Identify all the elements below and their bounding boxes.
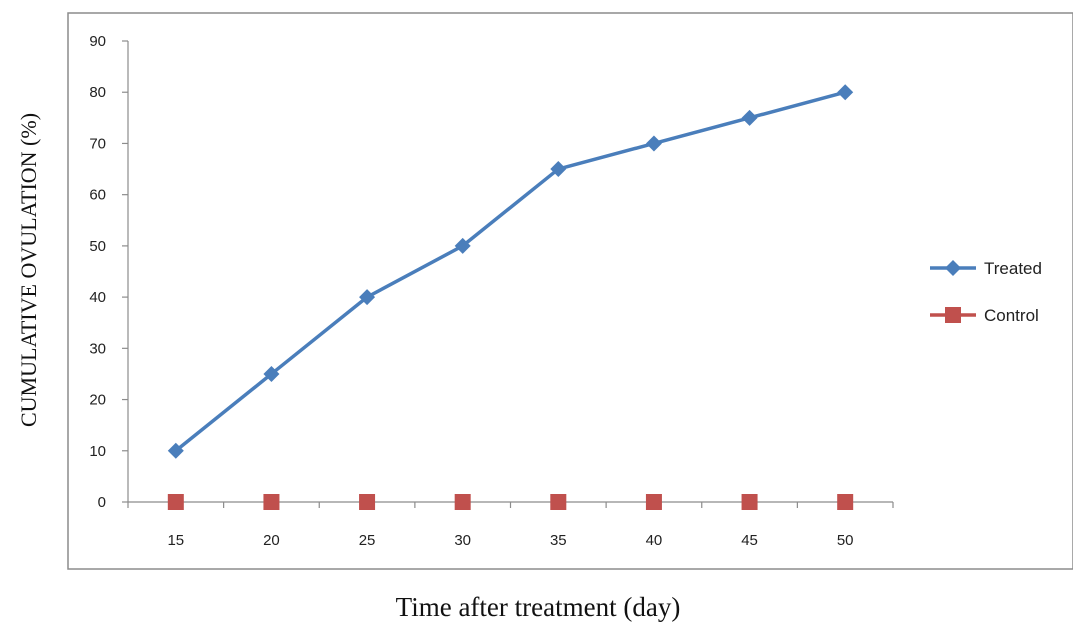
y-tick-label: 50 — [89, 238, 106, 255]
y-tick-label: 30 — [89, 340, 106, 357]
y-tick-label: 80 — [89, 84, 106, 101]
legend-label: Control — [984, 306, 1039, 325]
data-point — [550, 494, 567, 510]
y-tick-label: 0 — [98, 494, 106, 511]
data-point — [454, 494, 471, 510]
x-tick-label: 15 — [167, 532, 184, 549]
plot-area: 0 10 20 30 40 50 60 70 80 90 15 20 25 30 35 40 45 50 — [89, 33, 894, 549]
data-point — [550, 161, 567, 178]
legend-marker — [945, 260, 961, 276]
y-tick-label: 10 — [89, 443, 106, 460]
legend-label: Treated — [984, 259, 1042, 278]
data-point — [167, 494, 184, 510]
x-tick-label: 25 — [359, 532, 376, 549]
data-point — [645, 494, 662, 510]
chart-frame — [67, 12, 1073, 570]
x-tick-label: 45 — [741, 532, 758, 549]
series-control — [167, 494, 854, 510]
series-treated — [167, 84, 854, 459]
x-tick-label: 40 — [646, 532, 663, 549]
data-point — [263, 365, 280, 382]
data-point — [645, 135, 662, 152]
legend: Treated Control — [930, 259, 1042, 325]
legend-marker — [945, 307, 961, 323]
y-tick-label: 40 — [89, 289, 106, 306]
x-tick-label: 20 — [263, 532, 280, 549]
y-tick-label: 60 — [89, 187, 106, 204]
data-point — [837, 84, 854, 101]
data-point — [837, 494, 854, 510]
series-line — [174, 90, 846, 453]
x-tick-label: 30 — [454, 532, 471, 549]
y-tick-label: 70 — [89, 135, 106, 152]
y-tick-label: 90 — [89, 33, 106, 50]
x-tick-label: 35 — [550, 532, 567, 549]
data-point — [263, 494, 280, 510]
x-axis-title: Time after treatment (day) — [396, 592, 681, 622]
y-axis-title: CUMULATIVE OVULATION (%) — [16, 113, 41, 427]
data-point — [454, 237, 471, 254]
data-point — [359, 289, 376, 306]
y-tick-label: 20 — [89, 392, 106, 409]
data-point — [741, 109, 758, 126]
data-point — [741, 494, 758, 510]
x-tick-label: 50 — [837, 532, 854, 549]
data-point — [167, 442, 184, 459]
data-point — [359, 494, 376, 510]
